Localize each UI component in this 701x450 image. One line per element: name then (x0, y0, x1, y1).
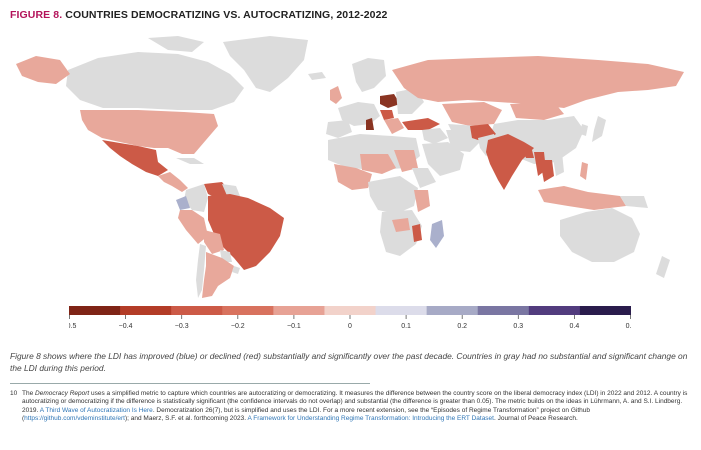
australia (560, 208, 640, 262)
legend-tick-label: −0.2 (231, 323, 245, 330)
footnote-divider (10, 383, 370, 384)
east-africa (414, 190, 430, 212)
world-map (16, 36, 684, 298)
papua (620, 196, 648, 208)
bangladesh (524, 150, 534, 158)
north-africa (328, 134, 420, 170)
legend-tick-label: −0.4 (119, 323, 133, 330)
legend-tick-label: 0.3 (513, 323, 523, 330)
footnote-text: The Democracy Report uses a simplified m… (22, 390, 692, 424)
legend-swatch (324, 306, 377, 315)
peru (178, 210, 208, 244)
link-ert-framework[interactable]: A Framework for Understanding Regime Tra… (247, 415, 494, 423)
korea (580, 124, 588, 136)
figure-title-text: COUNTRIES DEMOCRATIZING VS. AUTOCRATIZIN… (65, 9, 388, 21)
legend-swatch (375, 306, 428, 315)
legend-tick-label: 0.5 (626, 323, 631, 330)
footnote-part: . Democratization 26(7), but is simplifi… (22, 406, 590, 423)
legend-tick-label: 0.2 (457, 323, 467, 330)
footnote-part: uses a simplified metric to capture whic… (22, 390, 688, 414)
iceland (308, 72, 326, 80)
bolivia (204, 230, 224, 254)
figure-caption: Figure 8 shows where the LDI has improve… (10, 351, 688, 373)
legend-swatch (273, 306, 325, 315)
iran (446, 130, 480, 152)
mexico (102, 140, 168, 176)
poland (380, 94, 400, 108)
central-africa (368, 176, 418, 214)
legend-tick-label: −0.1 (287, 323, 301, 330)
balkans (384, 118, 404, 134)
link-third-wave[interactable]: A Third Wave of Autocratization Is Here (39, 406, 153, 414)
figure-number: FIGURE 8. (10, 9, 63, 21)
uruguay (232, 266, 240, 274)
legend-swatch (171, 306, 223, 315)
zambia (392, 218, 410, 232)
japan (592, 116, 606, 142)
indonesia (538, 186, 626, 210)
legend-tick-label: −0.5 (69, 323, 77, 330)
west-africa (334, 164, 372, 190)
southern-africa (380, 210, 422, 256)
footnote-part: ); and Maerz, S.F. et al. forthcoming 20… (124, 415, 248, 423)
argentina (202, 252, 234, 298)
canada (66, 52, 244, 110)
turkey (402, 118, 440, 130)
ethiopia (412, 168, 436, 188)
legend-tick-label: 0.1 (401, 323, 411, 330)
legend-tick-label: 0 (348, 323, 352, 330)
footnote-number: 10 (10, 390, 18, 397)
legend-swatch (426, 306, 479, 315)
colombia (184, 184, 208, 212)
legend-swatch (69, 306, 121, 315)
footnote-part: . Journal of Peace Research. (493, 415, 578, 423)
madagascar (430, 220, 444, 248)
legend-swatch (477, 306, 530, 315)
legend-swatches (69, 306, 631, 315)
iberia (326, 120, 352, 138)
indochina (552, 152, 564, 176)
footnote-report-title: Democracy Report (35, 390, 90, 397)
new-zealand (656, 256, 670, 278)
brazil (208, 194, 284, 270)
figure-title: FIGURE 8. COUNTRIES DEMOCRATIZING VS. AU… (10, 9, 387, 21)
footnote: 10 The Democracy Report uses a simplifie… (10, 390, 692, 424)
thailand (540, 160, 554, 182)
russia (392, 56, 684, 108)
central-america (158, 172, 188, 192)
mozambique (412, 224, 422, 242)
legend-swatch (120, 306, 172, 315)
united-kingdom (330, 86, 342, 104)
footnote-part: The (22, 390, 36, 397)
india (486, 134, 534, 190)
arctic-islands (148, 36, 204, 52)
color-legend: −0.5 −0.4 −0.3 −0.2 −0.1 0 0.1 0.2 0.3 0.4 0.5 (69, 306, 631, 330)
united-states (80, 110, 218, 154)
legend-tick-label: −0.3 (175, 323, 189, 330)
legend-swatch (222, 306, 274, 315)
kazakhstan (442, 102, 502, 126)
philippines (580, 162, 588, 180)
alaska (16, 56, 70, 84)
legend-swatch (579, 306, 631, 315)
ecuador (176, 196, 190, 210)
cuba (176, 158, 204, 164)
sahel (360, 154, 396, 174)
hungary (380, 110, 394, 120)
mongolia (510, 102, 564, 120)
link-github[interactable]: https://github.com/vdeminstitute/ert (24, 415, 125, 423)
scandinavia (352, 58, 386, 92)
sudan (394, 150, 418, 172)
greenland (223, 36, 308, 92)
saudi-arabia (422, 142, 464, 176)
legend-tick-label: 0.4 (570, 323, 580, 330)
legend-ticks: −0.5 −0.4 −0.3 −0.2 −0.1 0 0.1 0.2 0.3 0.4 0.5 (69, 315, 631, 330)
chile (196, 244, 206, 298)
syria-iraq (422, 128, 448, 144)
legend-swatch (528, 306, 581, 315)
tunisia (366, 118, 374, 130)
